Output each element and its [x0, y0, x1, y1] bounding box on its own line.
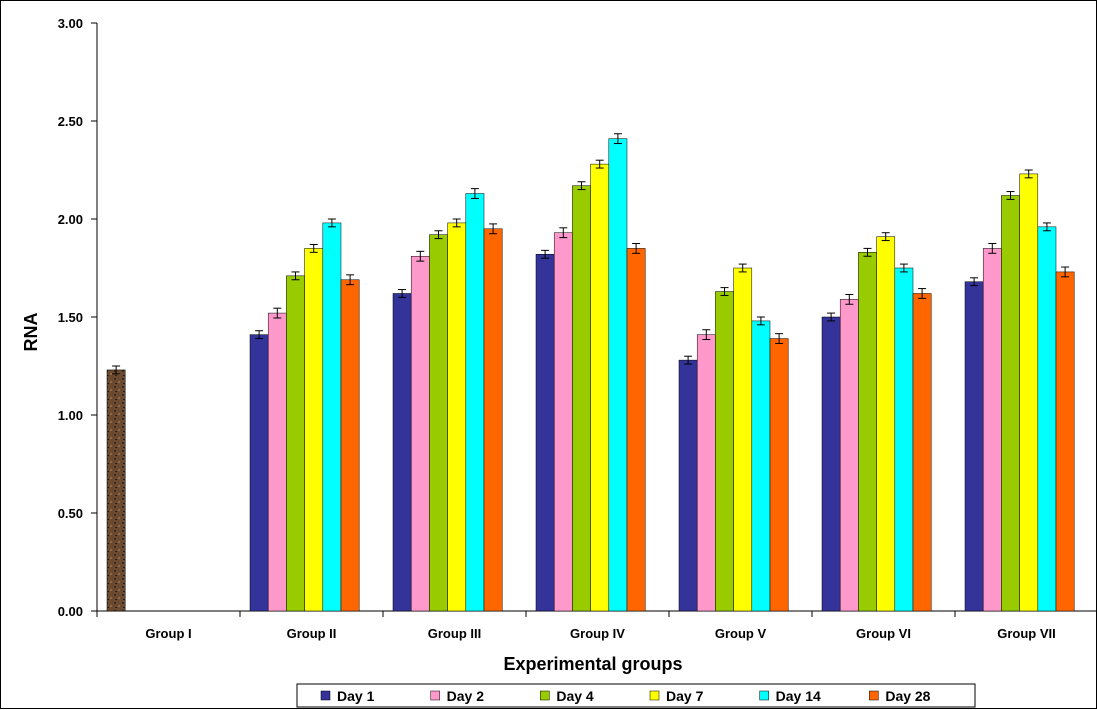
y-tick-label: 1.50 [58, 310, 83, 325]
bars [106, 138, 1075, 612]
bar-control-group-i [106, 369, 126, 612]
bar-day-7-group-iv [590, 163, 610, 612]
error-bars [112, 133, 1070, 375]
bar-day-1-group-vii [964, 281, 984, 612]
x-axis: Group I Group II Group III Group IV Group V G… [96, 610, 1097, 641]
bar-day-14-group-ii [322, 222, 342, 612]
y-tick-label: 3.00 [58, 16, 83, 31]
legend-swatch [540, 690, 550, 701]
y-axis: 0.00 0.50 1.00 1.50 2.00 2.50 3.00 [58, 16, 98, 619]
x-tick-label: Group IV [570, 626, 625, 641]
bar-day-4-group-iv [572, 185, 591, 612]
y-tick-label: 0.00 [58, 604, 83, 619]
y-tick-label: 2.50 [58, 114, 83, 129]
legend-swatch [320, 690, 331, 701]
bar-day-28-group-iv [626, 248, 646, 612]
bar-day-14-group-iv [608, 138, 628, 612]
bar-day-7-group-v [733, 267, 753, 612]
x-tick-label: Group II [287, 626, 337, 641]
bar-day-1-group-iii [392, 293, 412, 612]
x-axis-title: Experimental groups [503, 654, 682, 674]
bar-day-1-group-v [678, 359, 698, 612]
bar-day-4-group-iii [429, 234, 448, 612]
bar-day-2-group-iv [553, 232, 573, 612]
legend-swatch [759, 690, 769, 701]
x-tick-label: Group V [715, 626, 767, 641]
bar-day-7-group-vi [876, 236, 896, 612]
bar-day-4-group-vii [1001, 195, 1020, 612]
bar-day-2-group-vi [839, 299, 859, 612]
legend: Day 1 Day 2 Day 4 Day 7 Day 14 Day 28 [296, 683, 976, 708]
legend-swatch [430, 690, 440, 701]
bar-day-2-group-iii [410, 255, 430, 612]
bar-day-1-group-iv [535, 254, 555, 612]
x-tick-label: Group I [145, 626, 191, 641]
bar-day-2-group-ii [267, 312, 287, 612]
bar-day-28-group-ii [340, 279, 360, 612]
bar-day-7-group-vii [1019, 173, 1039, 612]
bar-day-14-group-v [751, 320, 771, 612]
legend-box [296, 683, 976, 708]
x-tick-label: Group VI [856, 626, 911, 641]
legend-label: Day 2 [447, 688, 485, 704]
bar-day-2-group-vii [982, 248, 1002, 612]
bar-day-14-group-iii [465, 193, 485, 612]
bar-day-4-group-vi [858, 252, 877, 612]
bar-day-4-group-v [715, 291, 734, 612]
bar-day-28-group-iii [483, 228, 503, 612]
y-tick-label: 2.00 [58, 212, 83, 227]
legend-swatch [649, 690, 660, 701]
legend-label: Day 4 [556, 688, 594, 704]
bar-day-28-group-v [769, 338, 789, 612]
bar-day-7-group-ii [304, 248, 324, 612]
bar-day-2-group-v [696, 334, 716, 612]
bar-day-4-group-ii [286, 275, 305, 612]
legend-swatch [869, 690, 879, 701]
bar-day-28-group-vii [1055, 271, 1075, 612]
x-tick-label: Group III [428, 626, 481, 641]
bar-day-14-group-vi [894, 267, 914, 612]
bar-day-1-group-ii [249, 334, 269, 612]
legend-label: Day 1 [337, 688, 375, 704]
legend-label: Day 7 [666, 688, 704, 704]
y-tick-label: 1.00 [58, 408, 83, 423]
y-tick-label: 0.50 [58, 506, 83, 521]
y-axis-title: RNA [21, 313, 41, 352]
bar-day-28-group-vi [912, 293, 932, 612]
bar-day-7-group-iii [447, 222, 467, 612]
x-tick-label: Group VII [997, 626, 1056, 641]
legend-label: Day 14 [776, 688, 821, 704]
bar-day-1-group-vi [821, 316, 841, 612]
legend-label: Day 28 [885, 688, 930, 704]
bar-day-14-group-vii [1037, 226, 1057, 612]
